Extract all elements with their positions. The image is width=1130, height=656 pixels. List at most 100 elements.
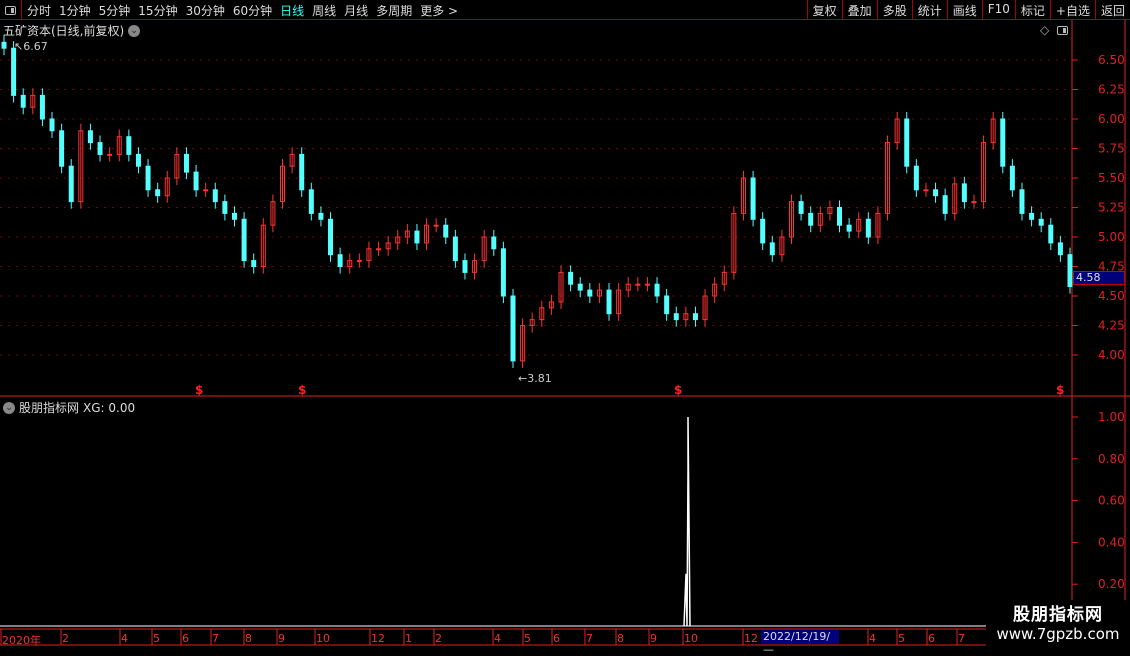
period-tab[interactable]: 分时 (27, 4, 52, 18)
candle-body (702, 295, 708, 321)
candle-body (203, 189, 209, 192)
candle-body (808, 212, 814, 226)
indicator-tick-label: 0.20 (1098, 577, 1125, 591)
candle-body (616, 289, 622, 315)
date-label: 5 (898, 632, 905, 645)
candle-body (135, 153, 141, 167)
period-tab[interactable]: 月线 (344, 4, 369, 18)
candle-body (39, 94, 45, 120)
candle-body (529, 319, 535, 327)
date-label: 4 (121, 632, 128, 645)
candle-body (664, 295, 670, 315)
candle-body (846, 224, 852, 232)
candle-body (241, 218, 247, 262)
candle-body (500, 248, 506, 297)
period-tab[interactable]: 多周期 (376, 4, 413, 18)
candle-body (894, 118, 900, 144)
candle-body (107, 153, 113, 156)
panel-icon (5, 5, 16, 15)
period-tab[interactable]: 更多 > (420, 4, 459, 18)
indicator-tick-label: 0.80 (1098, 452, 1125, 466)
period-tab[interactable]: 5分钟 (98, 4, 131, 18)
date-label: 4 (494, 632, 501, 645)
candle-body (740, 177, 746, 214)
toolbar-button[interactable]: 复权 (806, 0, 842, 20)
candle-body (587, 289, 593, 297)
chevron-down-icon[interactable]: ⌄ (128, 24, 141, 37)
candle-body (30, 94, 36, 108)
toolbar-button[interactable]: 叠加 (841, 0, 877, 20)
signal-marker: $ (1056, 383, 1064, 397)
date-label: 4 (869, 632, 876, 645)
candle-body (385, 242, 391, 250)
candle-body (1, 41, 7, 49)
period-tab[interactable]: 30分钟 (185, 4, 225, 18)
diamond-icon[interactable]: ◇ (1040, 23, 1050, 37)
candle-body (750, 177, 756, 220)
date-label: 7 (958, 632, 965, 645)
date-label: 7 (586, 632, 593, 645)
period-tab[interactable]: 15分钟 (138, 4, 178, 18)
candle-body (299, 153, 305, 191)
date-label: 12 (371, 632, 385, 645)
max-price-label: ↖6.67 (14, 40, 48, 53)
period-tab[interactable]: 周线 (312, 4, 337, 18)
candle-body (308, 189, 314, 214)
panel-icon[interactable] (1057, 25, 1069, 35)
date-label: 8 (617, 632, 624, 645)
toolbar-button[interactable]: +自选 (1049, 0, 1095, 20)
signal-marker: $ (298, 383, 306, 397)
watermark-name: 股朋指标网 (1013, 605, 1103, 625)
period-tab[interactable]: 60分钟 (232, 4, 273, 18)
candle-body (97, 142, 103, 155)
date-label: 6 (928, 632, 935, 645)
period-tabs: 分时 1分钟 5分钟 15分钟 30分钟 60分钟 日线 周线 月线 多周期 更多 > (27, 2, 458, 19)
y-tick-label: 5.50 (1098, 171, 1125, 185)
candle-body (251, 260, 257, 268)
candle-body (376, 248, 382, 251)
toolbar-button[interactable]: 返回 (1094, 0, 1130, 20)
toolbar-button[interactable]: 统计 (911, 0, 947, 20)
candle-body (11, 47, 17, 96)
candle-body (798, 201, 804, 214)
candle-body (654, 283, 660, 297)
candle-body (1009, 165, 1015, 191)
y-tick-label: 4.00 (1098, 348, 1125, 362)
candle-body (1029, 212, 1035, 220)
watermark: 股朋指标网 www.7gpzb.com (986, 600, 1130, 650)
toolbar-button[interactable]: 画线 (946, 0, 982, 20)
candle-body (952, 183, 958, 214)
candle-body (443, 224, 449, 238)
candle-body (183, 153, 189, 173)
candle-body (558, 271, 564, 303)
period-tab[interactable]: 日线 (280, 4, 305, 18)
candle-body (577, 283, 583, 291)
candle-body (270, 201, 276, 226)
candle-body (1057, 242, 1063, 256)
toolbar-button[interactable]: 标记 (1014, 0, 1050, 20)
date-cursor-label: 2022/12/19/— (761, 630, 839, 656)
candle-body (683, 313, 689, 321)
toolbar-button[interactable]: 多股 (876, 0, 912, 20)
period-tab[interactable]: 1分钟 (59, 4, 91, 18)
candle-body (337, 254, 343, 267)
candle-body (318, 212, 324, 220)
candle-body (712, 283, 718, 297)
candle-body (472, 260, 478, 273)
candle-body (769, 242, 775, 256)
indicator-tick-label: 0.40 (1098, 535, 1125, 549)
candle-body (289, 153, 295, 167)
candle-body (59, 130, 65, 167)
candle-body (366, 248, 372, 262)
candle-body (433, 224, 439, 227)
candle-body (520, 325, 526, 362)
candle-body (692, 313, 698, 321)
y-tick-label: 6.00 (1098, 112, 1125, 126)
candle-body (933, 189, 939, 197)
toggle-sidebar-button[interactable] (0, 0, 22, 20)
candle-body (981, 142, 987, 203)
chevron-down-icon[interactable]: ⌄ (3, 401, 15, 414)
y-tick-label: 5.00 (1098, 230, 1125, 244)
toolbar-button[interactable]: F10 (981, 0, 1015, 20)
